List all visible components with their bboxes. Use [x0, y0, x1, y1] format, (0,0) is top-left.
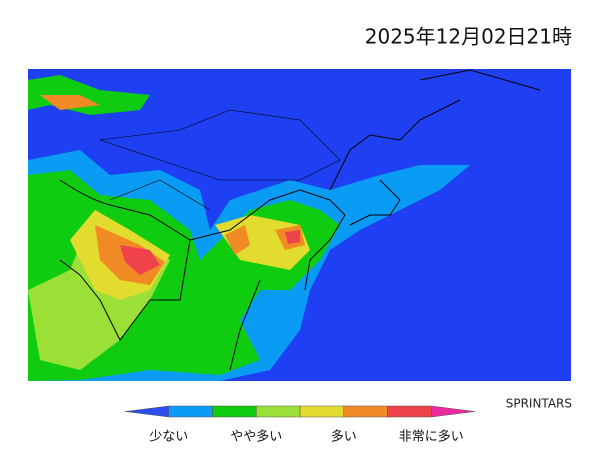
legend-label: やや多い — [230, 429, 282, 445]
credit: SPRINTARS — [506, 397, 572, 411]
legend-swatch — [387, 405, 432, 418]
legend: 少ない やや多い 多い 非常に多い — [124, 405, 476, 445]
legend-label: 非常に多い — [399, 429, 464, 445]
legend-swatch — [256, 405, 301, 418]
aerosol-very-high — [40, 95, 100, 110]
aerosol-extreme — [120, 230, 300, 275]
legend-label: 多い — [331, 429, 357, 445]
legend-swatch — [168, 405, 213, 418]
legend-swatch — [299, 405, 344, 418]
legend-arrow — [431, 405, 476, 418]
legend-swatch — [343, 405, 388, 418]
legend-label: 少ない — [149, 430, 188, 445]
legend-swatch — [212, 405, 257, 418]
aerosol-very-high — [225, 225, 305, 255]
coastline — [59, 69, 541, 371]
map — [28, 69, 571, 381]
title: 2025年12月02日21時 — [365, 25, 572, 49]
border — [99, 109, 341, 211]
legend-arrow — [124, 405, 169, 418]
